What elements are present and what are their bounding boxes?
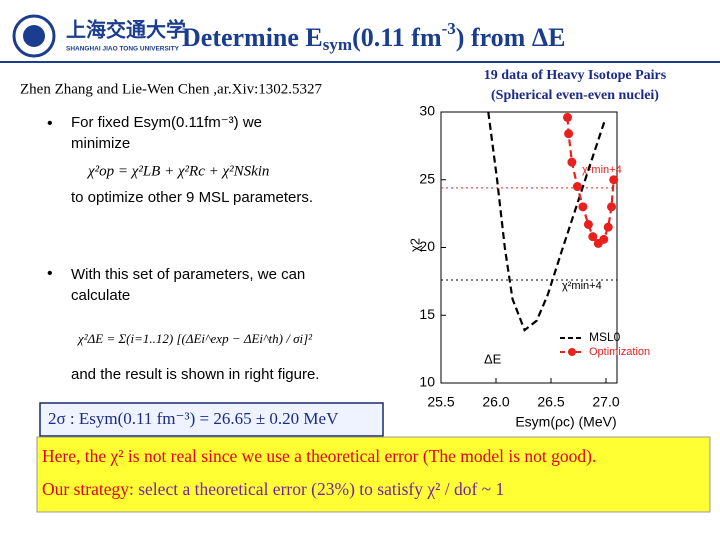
- y-axis-label: χ2: [407, 238, 422, 252]
- x-tick-label: 26.0: [482, 394, 509, 410]
- note-line: Here, the χ² is not real since we use a …: [42, 446, 596, 466]
- chart: 19 data of Heavy Isotope Pairs (Spherical…: [407, 68, 666, 429]
- bullet-text: minimize: [71, 135, 130, 152]
- chart-title: 19 data of Heavy Isotope Pairs: [484, 68, 667, 83]
- data-point: [609, 175, 619, 185]
- note-part: select a theoretical error (23%) to sati…: [138, 479, 504, 499]
- result-text: 2σ : Esym(0.11 fm⁻³) = 26.65 ± 0.20 MeV: [48, 409, 339, 428]
- note-box: [36, 436, 711, 513]
- note-line: Our strategy: select a theoretical error…: [42, 479, 504, 499]
- title-part: ) from ΔE: [456, 23, 566, 52]
- legend-marker: [568, 348, 576, 356]
- x-axis-label: Esym(ρc) (MeV): [515, 414, 616, 430]
- data-point: [567, 157, 577, 167]
- series-line: [487, 111, 606, 332]
- y-tick-label: 20: [419, 238, 435, 254]
- bullet: •: [47, 265, 53, 282]
- x-tick-label: 25.5: [427, 394, 454, 410]
- legend-label: Optimization: [589, 346, 650, 358]
- authors: Zhen Zhang and Lie-Wen Chen ,ar.Xiv:1302…: [20, 81, 323, 97]
- annotation: χ²min+4: [562, 280, 602, 292]
- bullet-text: to optimize other 9 MSL parameters.: [71, 189, 313, 206]
- bullet-text: For fixed Esym(0.11fm⁻³) we: [71, 114, 262, 131]
- data-point: [583, 219, 593, 229]
- title-part: sym: [323, 35, 352, 54]
- logo-emblem-inner: [23, 25, 45, 47]
- title-part: Determine E: [182, 23, 323, 52]
- formula: χ²op = χ²LB + χ²Rc + χ²NSkin: [86, 163, 269, 179]
- x-tick-label: 27.0: [592, 394, 619, 410]
- bullet-text: With this set of parameters, we can: [71, 266, 305, 283]
- title-part: -3: [442, 19, 456, 38]
- data-point: [578, 202, 588, 212]
- data-point: [603, 222, 613, 232]
- data-point: [607, 202, 616, 212]
- formula: χ²ΔE = Σ(i=1..12) [(ΔEi^exp − ΔEi^th) / …: [76, 331, 313, 346]
- y-tick-label: 10: [419, 374, 435, 390]
- data-point: [599, 234, 609, 244]
- bullet-text: and the result is shown in right figure.: [71, 366, 319, 383]
- title-part: (0.11 fm: [352, 23, 442, 52]
- data-point: [572, 182, 582, 192]
- annotation: ΔE: [484, 351, 502, 366]
- chart-title: (Spherical even-even nuclei): [491, 88, 659, 103]
- bullet-text: calculate: [71, 287, 130, 304]
- bullet: •: [47, 115, 53, 132]
- y-tick-label: 30: [419, 103, 435, 119]
- y-tick-label: 15: [419, 306, 435, 322]
- result-box: [39, 402, 384, 437]
- logo-en: SHANGHAI JIAO TONG UNIVERSITY: [66, 46, 180, 53]
- data-point: [563, 112, 572, 122]
- logo-cn: 上海交通大学: [66, 17, 186, 41]
- logo-emblem: [12, 14, 56, 58]
- data-point: [588, 232, 598, 242]
- x-tick-label: 26.5: [537, 394, 564, 410]
- annotation: χ²min+4: [582, 164, 622, 176]
- data-point: [564, 129, 574, 139]
- slide-title: Determine Esym(0.11 fm-3) from ΔE: [182, 19, 565, 54]
- note-part: Our strategy:: [42, 479, 134, 499]
- y-tick-label: 25: [419, 170, 435, 186]
- legend-label: MSL0: [589, 330, 621, 344]
